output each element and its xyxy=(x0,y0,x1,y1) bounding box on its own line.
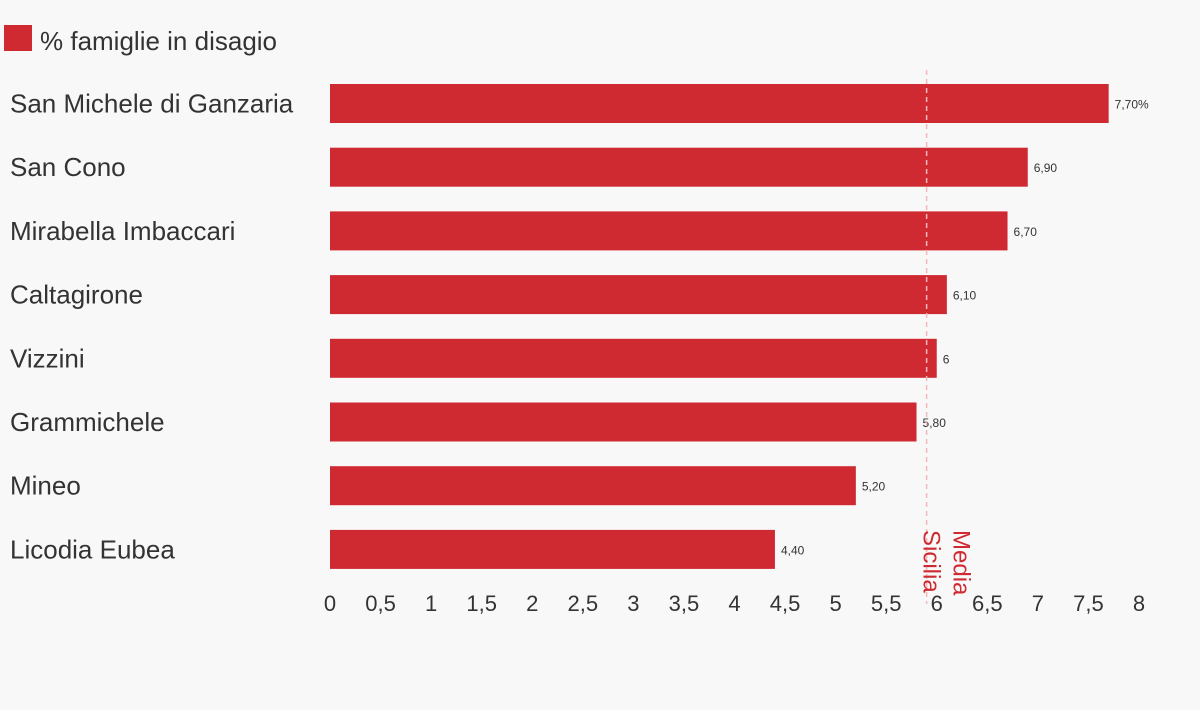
bar xyxy=(330,402,917,442)
data-label: 5,20 xyxy=(862,480,886,494)
reference-line-label-line: Media xyxy=(948,530,975,596)
category-label: Caltagirone xyxy=(10,280,143,310)
data-label: 7,70% xyxy=(1115,98,1149,112)
x-tick-label: 1,5 xyxy=(466,591,497,616)
x-axis-tick-labels: 0 0,5 1 1,5 2 2,5 3 3,5 4 4,5 5 5,5 6 6,5 7 7,5 8 xyxy=(324,591,1145,616)
data-label: 6 xyxy=(943,352,950,366)
data-label: 5,80 xyxy=(923,416,947,430)
x-tick-label: 2 xyxy=(526,591,538,616)
x-tick-label: 3 xyxy=(627,591,639,616)
bar xyxy=(330,338,937,378)
bar xyxy=(330,275,947,315)
bar xyxy=(330,466,856,506)
category-label: Grammichele xyxy=(10,407,165,437)
x-tick-label: 7,5 xyxy=(1073,591,1104,616)
data-label: 6,90 xyxy=(1034,161,1058,175)
value-labels: 7,70% 6,90 6,70 6,10 6 5,80 5,20 4,40 xyxy=(781,98,1149,558)
bars xyxy=(330,84,1109,569)
reference-line-label-line: Sicilia xyxy=(918,530,945,593)
data-label: 6,70 xyxy=(1014,225,1038,239)
data-label: 6,10 xyxy=(953,289,977,303)
category-label: Licodia Eubea xyxy=(10,534,175,564)
x-tick-label: 7 xyxy=(1032,591,1044,616)
bar xyxy=(330,211,1008,251)
x-tick-label: 4,5 xyxy=(770,591,801,616)
x-tick-label: 8 xyxy=(1133,591,1145,616)
category-label: Mirabella Imbaccari xyxy=(10,216,235,246)
category-labels: San Michele di Ganzaria San Cono Mirabella… xyxy=(10,89,294,565)
bar xyxy=(330,84,1109,123)
x-tick-label: 0,5 xyxy=(365,591,396,616)
bar xyxy=(330,147,1028,187)
x-tick-label: 6 xyxy=(931,591,943,616)
x-tick-label: 6,5 xyxy=(972,591,1003,616)
legend-swatch xyxy=(4,25,32,51)
x-tick-label: 3,5 xyxy=(669,591,700,616)
reference-line-group: MediaSicilia xyxy=(918,70,975,604)
x-tick-label: 5 xyxy=(830,591,842,616)
category-label: Mineo xyxy=(10,471,81,501)
x-tick-label: 4 xyxy=(728,591,740,616)
x-tick-label: 5,5 xyxy=(871,591,902,616)
category-label: San Cono xyxy=(10,152,126,182)
reference-line-label: MediaSicilia xyxy=(918,530,975,596)
x-tick-label: 1 xyxy=(425,591,437,616)
x-tick-label: 2,5 xyxy=(568,591,599,616)
data-label: 4,40 xyxy=(781,543,805,557)
x-tick-label: 0 xyxy=(324,591,336,616)
category-label: Vizzini xyxy=(10,343,85,373)
bar xyxy=(330,529,775,569)
category-label: San Michele di Ganzaria xyxy=(10,89,294,119)
legend-label: % famiglie in disagio xyxy=(40,26,277,56)
legend: % famiglie in disagio xyxy=(4,25,277,56)
